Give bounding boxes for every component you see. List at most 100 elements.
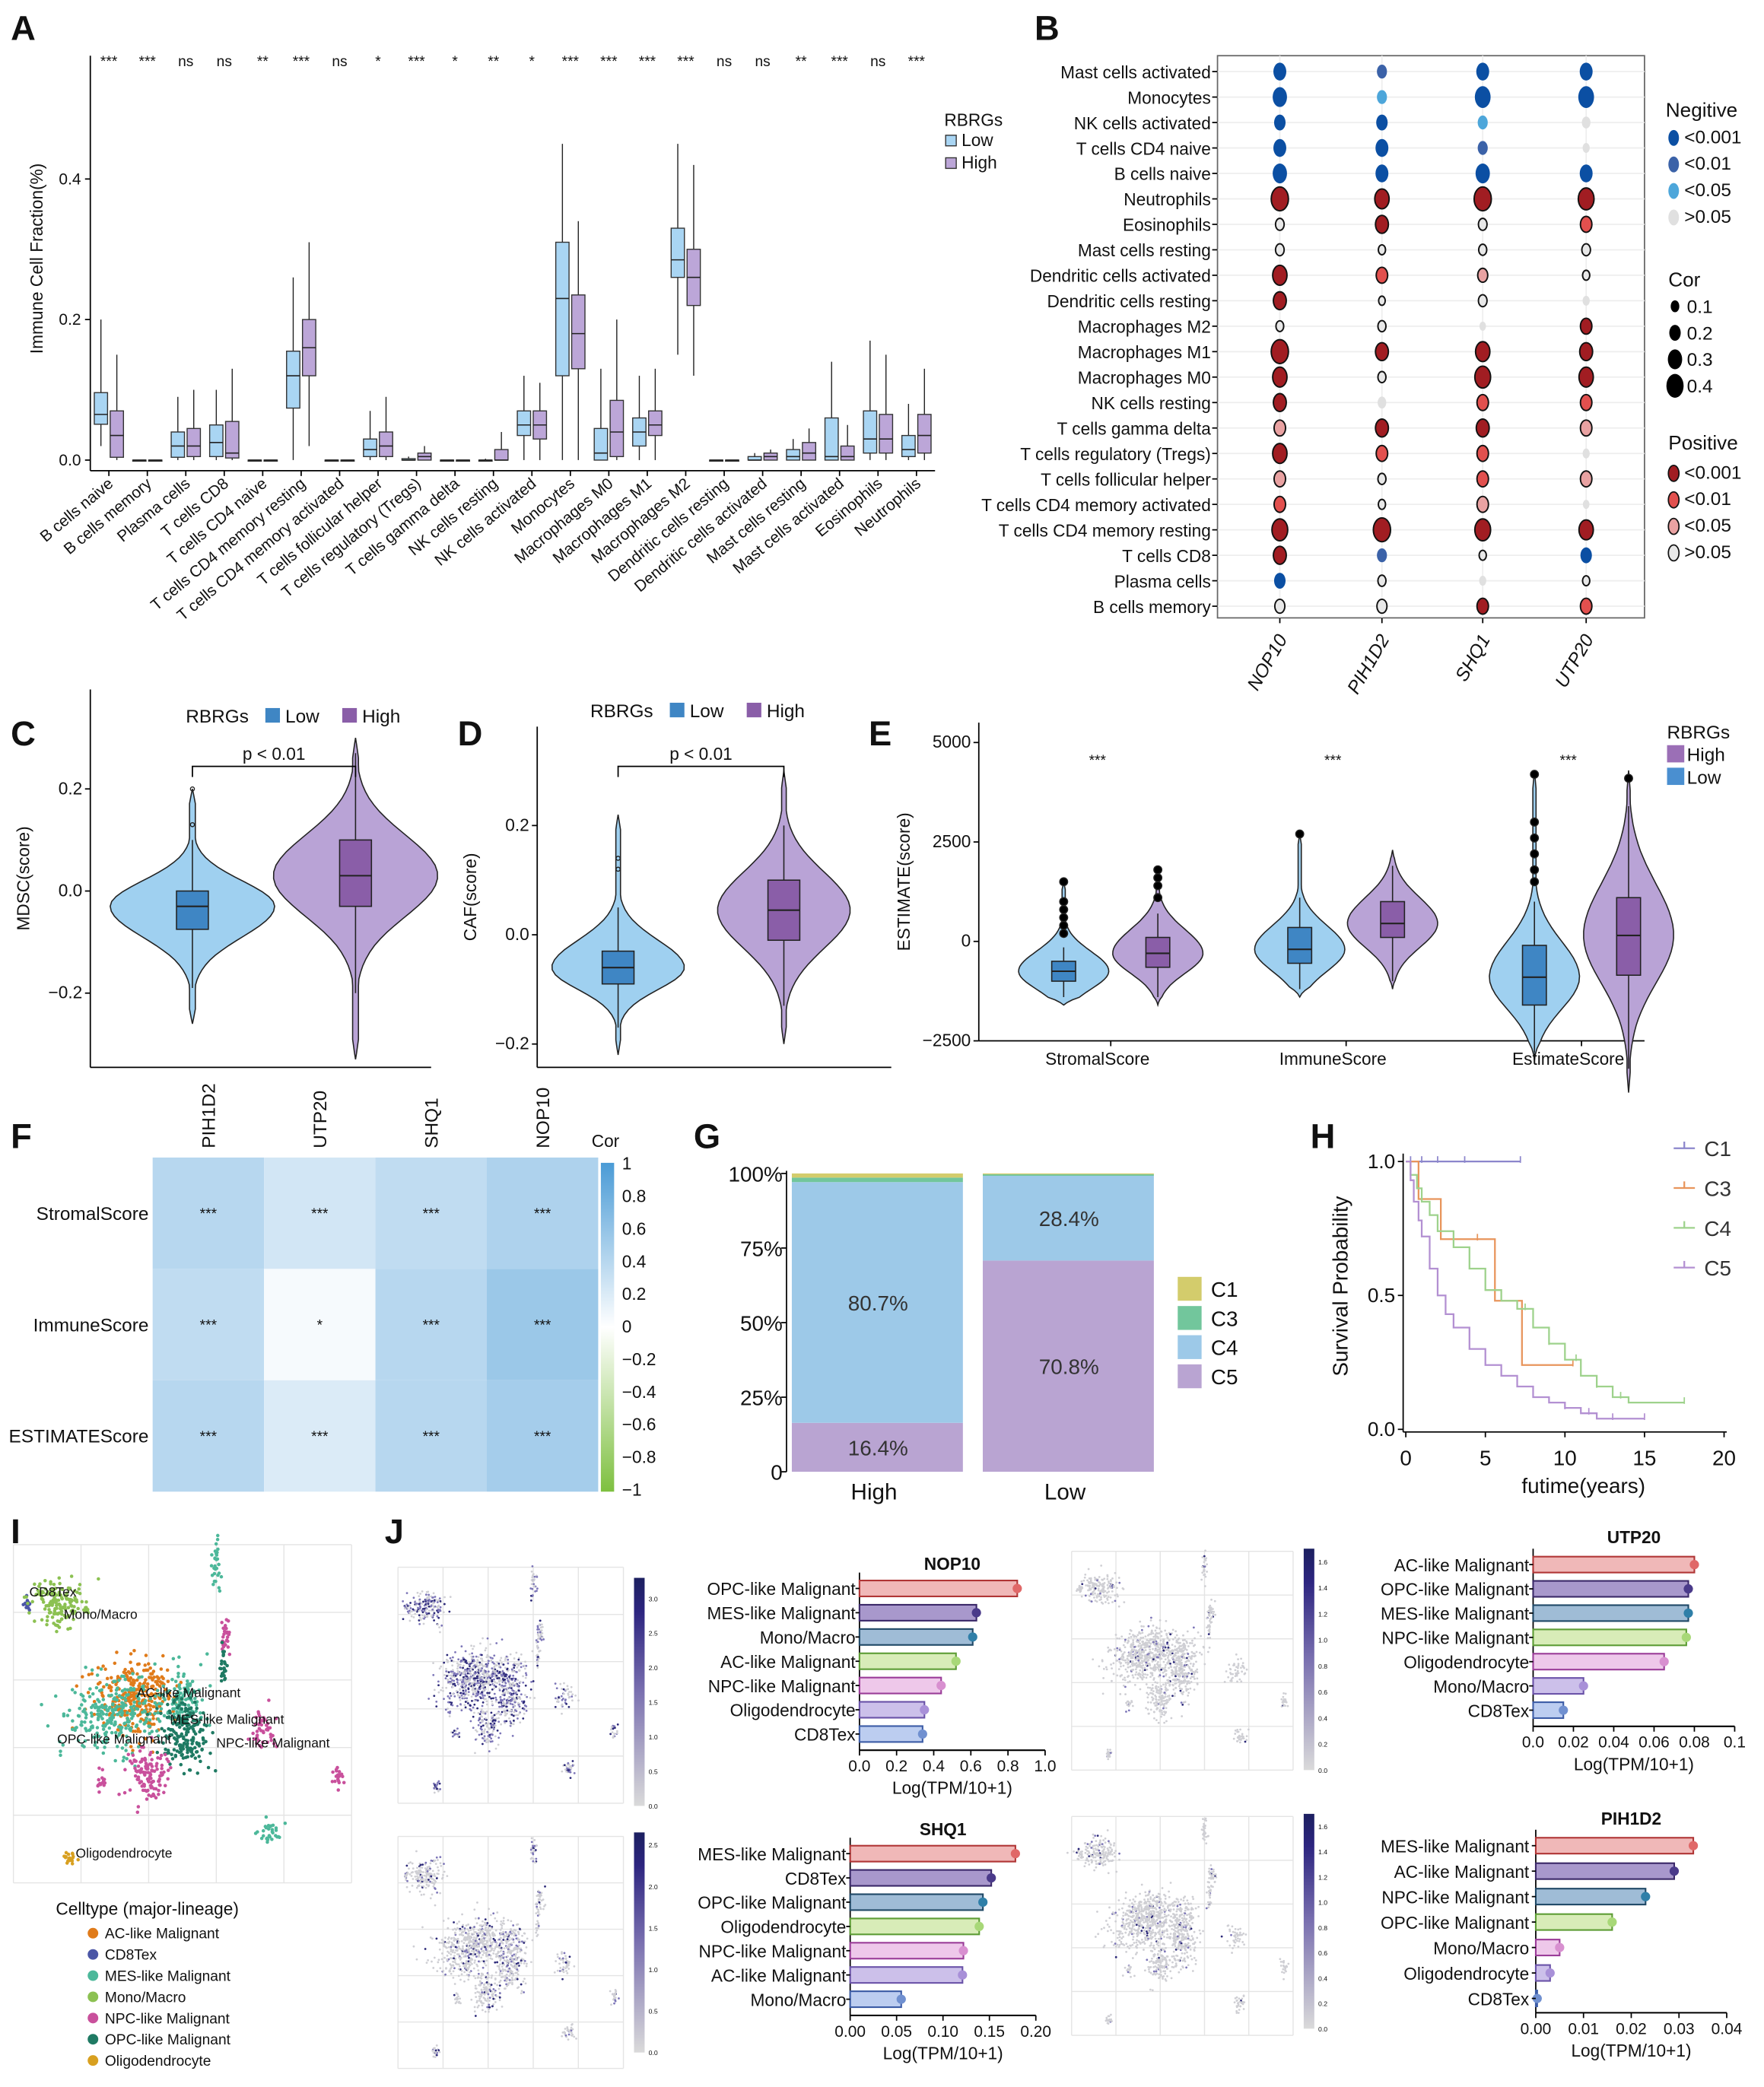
cell-point (494, 1700, 497, 1703)
cell-point (465, 1689, 467, 1692)
cell-point (1107, 1758, 1110, 1761)
cell-point (1181, 1639, 1184, 1642)
cell-point (516, 1701, 520, 1704)
cell-point (195, 1706, 199, 1711)
cell-point (181, 1715, 186, 1720)
cell-point (1164, 1695, 1167, 1698)
bar-end-dot (968, 1632, 977, 1642)
correlation-dot (1479, 576, 1486, 586)
cell-point (95, 1746, 100, 1750)
cell-point (451, 1731, 454, 1734)
colorbar-tick-label: 0.4 (622, 1251, 647, 1271)
legend-label: <0.01 (1684, 154, 1731, 174)
cell-point (502, 1701, 505, 1704)
cell-point (1154, 1694, 1157, 1697)
cell-point (154, 1694, 157, 1698)
cell-point (443, 1661, 446, 1664)
cell-point (1181, 1715, 1184, 1717)
cell-point (216, 1547, 220, 1552)
correlation-dot (1473, 365, 1492, 389)
cell-point (433, 1787, 436, 1790)
cell-point (509, 1653, 512, 1656)
cell-point (512, 1719, 515, 1722)
cell-point (406, 1606, 408, 1609)
cell-point (189, 1707, 192, 1711)
cell-point (144, 1653, 148, 1657)
significance-label: *** (423, 1206, 440, 1222)
cell-point (259, 1745, 263, 1749)
cell-point (1185, 1657, 1188, 1660)
cell-point (68, 1597, 72, 1602)
cell-point (478, 1679, 482, 1682)
box-high (263, 459, 278, 462)
cell-point (1203, 1573, 1206, 1576)
correlation-dot (1476, 495, 1489, 513)
cell-point (1152, 1690, 1155, 1693)
cell-point (1092, 1658, 1095, 1661)
cell-point (436, 1615, 439, 1618)
cell-point (563, 1764, 566, 1767)
cell-point (213, 1549, 218, 1553)
cell-point (1194, 1654, 1197, 1657)
cell-point (1157, 1646, 1160, 1648)
cell-point (173, 1720, 177, 1724)
cell-point (1149, 1686, 1152, 1689)
cell-point (1138, 1653, 1140, 1657)
cell-point (55, 1629, 59, 1634)
cell-point (515, 1696, 518, 1699)
cell-point (122, 1674, 126, 1679)
cell-point (510, 1699, 513, 1702)
cell-point (1114, 1594, 1117, 1596)
cell-point (151, 1678, 154, 1682)
correlation-dot (1377, 64, 1387, 79)
cell-point (1117, 1605, 1120, 1608)
cell-point (222, 1669, 227, 1673)
cell-point (512, 1706, 515, 1708)
cell-point (96, 1784, 100, 1788)
cell-point (1127, 1659, 1130, 1662)
cell-point (1146, 1660, 1149, 1663)
cell-point (157, 1701, 161, 1706)
cell-point (113, 1661, 117, 1666)
cell-point (449, 1596, 452, 1599)
cell-point (499, 1732, 502, 1735)
row-label: Neutrophils (1124, 189, 1211, 209)
legend-label: C4 (1211, 1336, 1238, 1360)
cell-point (1176, 1673, 1179, 1676)
row-label: T cells CD4 memory resting (999, 520, 1211, 540)
cell-point (129, 1667, 134, 1671)
row-label: Macrophages M1 (1078, 342, 1211, 362)
cell-point (1107, 1646, 1110, 1649)
cell-point (138, 1780, 142, 1785)
heatmap-cell (264, 1157, 376, 1269)
cell-point (402, 1618, 405, 1621)
cell-point (120, 1701, 124, 1705)
cell-point (142, 1783, 146, 1787)
cell-point (104, 1730, 109, 1734)
cell-point (433, 1619, 435, 1622)
y-axis-title: Survival Probability (1328, 1196, 1352, 1376)
cell-point (1152, 1656, 1155, 1659)
heatmap-cell (486, 1269, 599, 1380)
cell-point (462, 1692, 465, 1695)
correlation-dot (1273, 114, 1286, 131)
cell-point (492, 1728, 495, 1730)
cell-point (1225, 1670, 1228, 1672)
cell-point (153, 1711, 157, 1716)
cell-point (511, 1734, 514, 1737)
cell-point (567, 1761, 570, 1765)
cell-point (65, 1861, 69, 1865)
cell-point (470, 1644, 472, 1647)
cell-point (47, 1604, 51, 1608)
cell-point (155, 1682, 160, 1686)
cell-point (429, 1599, 432, 1603)
cell-point (1177, 1638, 1180, 1641)
cell-point (120, 1711, 125, 1715)
cell-point (1163, 1714, 1165, 1717)
cell-point (1106, 1584, 1109, 1587)
cell-point (616, 1723, 619, 1726)
cell-point (269, 1735, 273, 1739)
cell-point (222, 1632, 226, 1636)
cell-point (1149, 1648, 1152, 1651)
